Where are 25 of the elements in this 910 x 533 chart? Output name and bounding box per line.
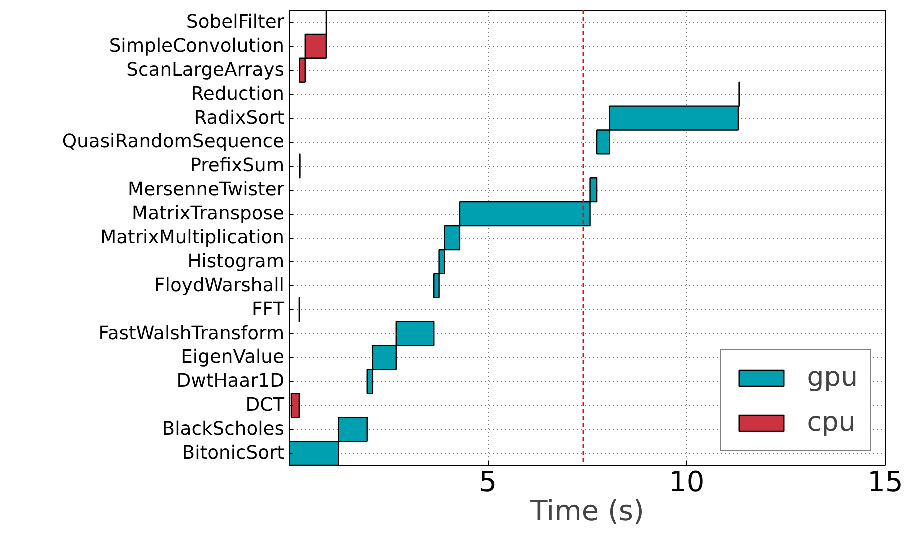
x-axis-title: Time (s) bbox=[530, 494, 644, 528]
y-tick-label: EigenValue bbox=[181, 347, 285, 368]
legend-label: cpu bbox=[807, 407, 856, 438]
y-tick-label: SobelFilter bbox=[186, 12, 285, 33]
y-tick-label: MatrixMultiplication bbox=[100, 228, 285, 248]
y-tick-label: ScanLargeArrays bbox=[126, 60, 285, 81]
y-tick-label: QuasiRandomSequence bbox=[62, 132, 284, 153]
y-tick-label: MatrixTranspose bbox=[132, 204, 285, 225]
x-tick-label: 5 bbox=[479, 466, 498, 498]
y-tick-label: FloydWarshall bbox=[154, 275, 285, 296]
y-tick-label: Reduction bbox=[191, 84, 285, 105]
x-tick-label: 10 bbox=[669, 466, 705, 498]
y-tick-label: BlackScholes bbox=[162, 419, 285, 440]
y-tick-label: RadixSort bbox=[194, 108, 285, 129]
y-tick-label: DCT bbox=[246, 395, 286, 416]
y-tick-label: FastWalshTransform bbox=[98, 323, 285, 344]
y-tick-label: SimpleConvolution bbox=[109, 36, 285, 57]
y-tick-label: MersenneTwister bbox=[128, 180, 285, 201]
y-tick-label: FFT bbox=[252, 299, 286, 320]
y-tick-label: BitonicSort bbox=[182, 443, 284, 464]
y-tick-label: PrefixSum bbox=[190, 156, 285, 177]
x-tick-label: 15 bbox=[868, 466, 904, 498]
y-tick-label: DwtHaar1D bbox=[176, 371, 285, 392]
legend-label: gpu bbox=[807, 362, 858, 393]
y-tick-label: Histogram bbox=[188, 251, 284, 272]
